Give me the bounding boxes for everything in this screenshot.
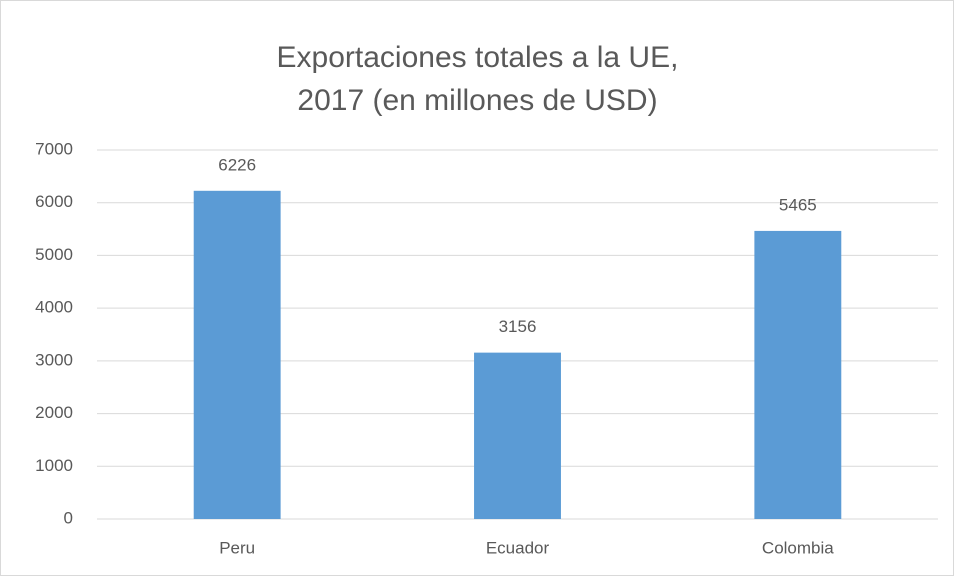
data-label: 6226 — [218, 155, 256, 174]
y-tick-label: 2000 — [35, 403, 73, 422]
chart-title: Exportaciones totales a la UE, 2017 (en … — [276, 41, 679, 117]
y-tick-label: 1000 — [35, 456, 73, 475]
x-tick-label: Peru — [219, 538, 255, 557]
x-tick-label: Ecuador — [486, 538, 550, 557]
bar — [193, 190, 281, 520]
y-tick-label: 7000 — [35, 139, 73, 158]
data-label: 3156 — [499, 317, 537, 336]
y-tick-label: 3000 — [35, 350, 73, 369]
bar — [474, 352, 561, 519]
y-tick-label: 6000 — [35, 192, 73, 211]
y-tick-label: 5000 — [35, 245, 73, 264]
bar — [754, 230, 842, 519]
data-label: 5465 — [779, 195, 817, 214]
y-tick-label: 0 — [64, 508, 73, 527]
y-tick-label: 4000 — [35, 298, 73, 317]
x-tick-label: Colombia — [762, 538, 834, 557]
